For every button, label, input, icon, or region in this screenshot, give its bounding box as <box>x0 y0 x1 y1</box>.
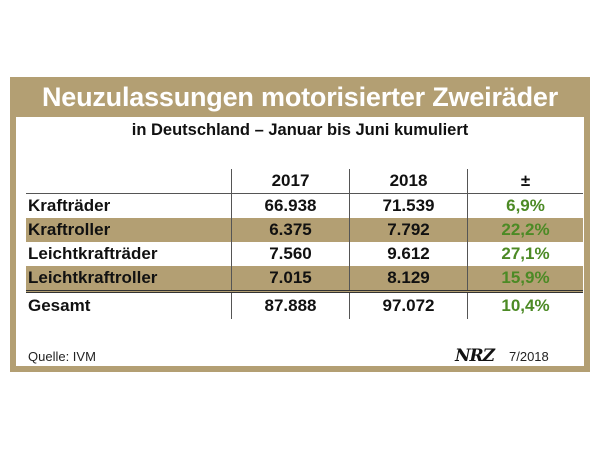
row-label: Krafträder <box>28 196 111 215</box>
infographic-body: in Deutschland – Januar bis Juni kumulie… <box>16 117 584 366</box>
total-value-2018: 97.072 <box>349 290 468 319</box>
table-row: Kraftroller 6.375 7.792 22,2% <box>26 218 583 242</box>
nrz-logo: NRZ <box>455 346 495 366</box>
source-note: Quelle: IVM <box>28 349 96 364</box>
total-change: 10,4% <box>467 290 583 319</box>
row-change: 15,9% <box>467 266 583 292</box>
infographic-title: Neuzulassungen motorisierter Zweiräder <box>41 82 559 112</box>
row-value-2018: 8.129 <box>349 266 468 292</box>
table-row: Krafträder 66.938 71.539 6,9% <box>26 193 583 218</box>
row-value-2017: 66.938 <box>231 193 350 218</box>
table-header-row: 2017 2018 ± <box>26 169 583 194</box>
row-value-2017: 7.560 <box>231 242 350 266</box>
table-total-row: Gesamt 87.888 97.072 10,4% <box>26 290 583 319</box>
table-row: Leichtkraftroller 7.015 8.129 15,9% <box>26 266 583 292</box>
header-2018: 2018 <box>349 169 468 194</box>
row-value-2017: 6.375 <box>231 218 350 242</box>
row-label: Leichtkrafträder <box>28 244 158 263</box>
publication-date: 7/2018 <box>509 349 549 364</box>
header-change: ± <box>467 169 583 194</box>
row-change: 22,2% <box>467 218 583 242</box>
row-label: Leichtkraftroller <box>26 266 232 292</box>
row-change: 27,1% <box>467 242 583 266</box>
row-value-2018: 71.539 <box>349 193 468 218</box>
infographic-subtitle: in Deutschland – Januar bis Juni kumulie… <box>131 121 469 139</box>
row-value-2018: 9.612 <box>349 242 468 266</box>
registration-table: 2017 2018 ± Krafträder 66.938 71.539 6,9… <box>26 169 583 319</box>
infographic-frame: Neuzulassungen motorisierter Zweiräder i… <box>10 77 590 372</box>
total-value-2017: 87.888 <box>231 290 350 319</box>
row-label: Kraftroller <box>26 218 232 242</box>
row-value-2018: 7.792 <box>349 218 468 242</box>
header-label <box>26 169 232 194</box>
row-value-2017: 7.015 <box>231 266 350 292</box>
row-change: 6,9% <box>467 193 583 218</box>
total-label: Gesamt <box>26 290 232 319</box>
table-row: Leichtkrafträder 7.560 9.612 27,1% <box>26 242 583 266</box>
header-2017: 2017 <box>231 169 350 194</box>
